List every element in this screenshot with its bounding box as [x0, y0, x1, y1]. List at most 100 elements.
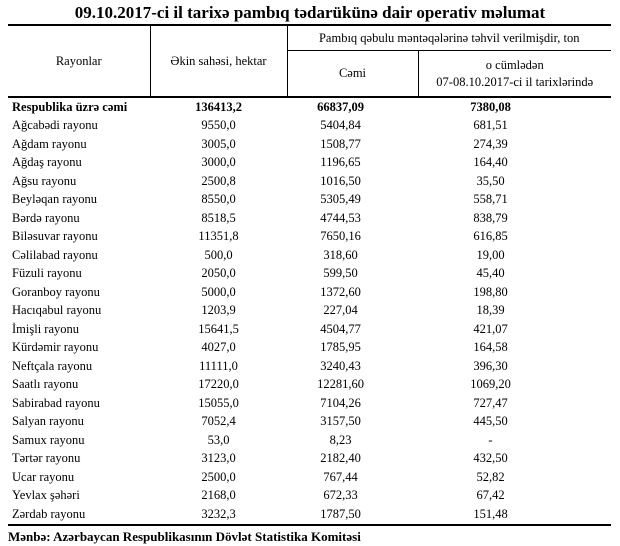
region-cell: Ağsu rayonu — [12, 173, 77, 188]
total-cell: 7104,26 — [320, 395, 361, 410]
region-cell: Ucar rayonu — [12, 469, 75, 484]
table-body: Respublika üzrə cəmi 136413,2 66837,09 7380… — [8, 97, 611, 525]
table-row: Beyləqan rayonu 8550,0 5305,49 558,71 — [8, 191, 611, 210]
recent-cell: 727,47 — [473, 395, 508, 410]
table-row: Ağdaş rayonu 3000,0 1196,65 164,40 — [8, 154, 611, 173]
page-title: 09.10.2017-ci il tarixə pambıq tədarükün… — [74, 3, 546, 22]
col-header-cemi: Cəmi — [286, 50, 418, 98]
area-cell: 3005,0 — [201, 136, 236, 151]
table-row: Füzuli rayonu 2050,0 599,50 45,40 — [8, 265, 611, 284]
region-cell: Ağdam rayonu — [12, 136, 87, 151]
recent-cell: 18,39 — [476, 303, 505, 318]
source-note: Mənbə: Azərbaycan Respublikasının Dövlət… — [8, 529, 361, 544]
region-cell: Hacıqabul rayonu — [12, 303, 102, 318]
recent-cell: 35,50 — [476, 173, 505, 188]
area-cell: 3000,0 — [201, 155, 236, 170]
area-cell: 2500,0 — [201, 469, 236, 484]
area-cell: 2168,0 — [201, 488, 236, 503]
area-cell: 8518,5 — [201, 210, 236, 225]
region-cell: Ağcabədi rayonu — [12, 118, 98, 133]
table-row: Hacıqabul rayonu 1203,9 227,04 18,39 — [8, 302, 611, 321]
table-row: Cəlilabad rayonu 500,0 318,60 19,00 — [8, 246, 611, 265]
area-cell: 2050,0 — [201, 266, 236, 281]
recent-cell: 52,82 — [476, 469, 505, 484]
area-cell: 5000,0 — [201, 284, 236, 299]
recent-cell: 445,50 — [473, 414, 508, 429]
total-cell: 1196,65 — [320, 155, 361, 170]
total-cell: 5305,49 — [320, 192, 361, 207]
total-cell: 8,23 — [329, 432, 352, 447]
region-cell: Neftçala rayonu — [12, 358, 93, 373]
total-cell: 767,44 — [323, 469, 358, 484]
table-row: Ucar rayonu 2500,0 767,44 52,82 — [8, 468, 611, 487]
area-cell: 4027,0 — [201, 340, 236, 355]
recent-cell: 681,51 — [473, 118, 508, 133]
area-cell: 15055,0 — [198, 395, 239, 410]
area-cell: 15641,5 — [198, 321, 239, 336]
total-cell: 599,50 — [323, 266, 358, 281]
table-row: Yevlax şəhəri 2168,0 672,33 67,42 — [8, 487, 611, 506]
region-cell: Goranboy rayonu — [12, 284, 100, 299]
o-cumleden-line1: o cümlədən — [485, 58, 544, 73]
total-cell: 7650,16 — [320, 229, 361, 244]
area-cell: 11111,0 — [199, 358, 238, 373]
recent-cell: 19,00 — [476, 247, 505, 262]
recent-cell: 45,40 — [476, 266, 505, 281]
region-cell: Füzuli rayonu — [12, 266, 82, 281]
recent-cell: 421,07 — [473, 321, 508, 336]
total-cell: 672,33 — [323, 488, 358, 503]
recent-cell: 432,50 — [473, 451, 508, 466]
table-row: Sabirabad rayonu 15055,0 7104,26 727,47 — [8, 394, 611, 413]
recent-cell: 198,80 — [473, 284, 508, 299]
recent-cell: - — [488, 432, 493, 447]
table-row: İmişli rayonu 15641,5 4504,77 421,07 — [8, 320, 611, 339]
cotton-procurement-table: Rayonlar Əkin sahəsi, hektar Pambıq qəbu… — [8, 24, 611, 526]
total-cell: 5404,84 — [320, 118, 361, 133]
header-row-group: Rayonlar Əkin sahəsi, hektar Pambıq qəbu… — [8, 25, 611, 98]
area-cell: 3123,0 — [201, 451, 236, 466]
region-cell: Beyləqan rayonu — [12, 192, 98, 207]
area-cell: 1203,9 — [201, 303, 236, 318]
table-row: Kürdəmir rayonu 4027,0 1785,95 164,58 — [8, 339, 611, 358]
recent-cell: 164,40 — [473, 155, 508, 170]
o-cumleden-line2: 07-08.10.2017-ci il tarixlərində — [436, 74, 594, 89]
region-cell: Cəlilabad rayonu — [12, 247, 98, 262]
recent-cell: 67,42 — [476, 488, 505, 503]
table-row: Bərdə rayonu 8518,5 4744,53 838,79 — [8, 209, 611, 228]
col-header-ekin-sahesi: Əkin sahəsi, hektar — [149, 25, 287, 98]
total-cell: 1787,50 — [320, 506, 361, 521]
table-row: Zərdab rayonu 3232,3 1787,50 151,48 — [8, 505, 611, 525]
total-cell: 4504,77 — [320, 321, 361, 336]
recent-cell: 396,30 — [473, 358, 508, 373]
total-cell: 318,60 — [323, 247, 358, 262]
area-cell: 136413,2 — [195, 99, 242, 114]
region-cell: İmişli rayonu — [12, 321, 80, 336]
table-row: Neftçala rayonu 11111,0 3240,43 396,30 — [8, 357, 611, 376]
recent-cell: 1069,20 — [470, 377, 511, 392]
area-cell: 3232,3 — [201, 506, 236, 521]
recent-cell: 164,58 — [473, 340, 508, 355]
total-cell: 1372,60 — [320, 284, 361, 299]
total-cell: 12281,60 — [317, 377, 364, 392]
recent-cell: 616,85 — [473, 229, 508, 244]
area-cell: 9550,0 — [201, 118, 236, 133]
region-cell: Yevlax şəhəri — [12, 488, 80, 503]
region-cell: Sabirabad rayonu — [12, 395, 100, 410]
col-header-rayonlar: Rayonlar — [8, 25, 150, 98]
recent-cell: 274,39 — [473, 136, 508, 151]
area-cell: 2500,8 — [201, 173, 236, 188]
total-cell: 66837,09 — [317, 99, 364, 114]
total-cell: 4744,53 — [320, 210, 361, 225]
total-cell: 2182,40 — [320, 451, 361, 466]
total-cell: 3240,43 — [320, 358, 361, 373]
table-row: Goranboy rayonu 5000,0 1372,60 198,80 — [8, 283, 611, 302]
col-header-o-cumleden: o cümlədən 07-08.10.2017-ci il tarixləri… — [417, 50, 611, 98]
header-row-sub: Cəmi o cümlədən 07-08.10.2017-ci il tari… — [8, 50, 611, 98]
region-cell: Respublika üzrə cəmi — [12, 99, 128, 114]
area-cell: 17220,0 — [198, 377, 239, 392]
region-cell: Saatlı rayonu — [12, 377, 79, 392]
table-row: Ağcabədi rayonu 9550,0 5404,84 681,51 — [8, 117, 611, 136]
region-cell: Kürdəmir rayonu — [12, 340, 99, 355]
table-row: Ağdam rayonu 3005,0 1508,77 274,39 — [8, 135, 611, 154]
